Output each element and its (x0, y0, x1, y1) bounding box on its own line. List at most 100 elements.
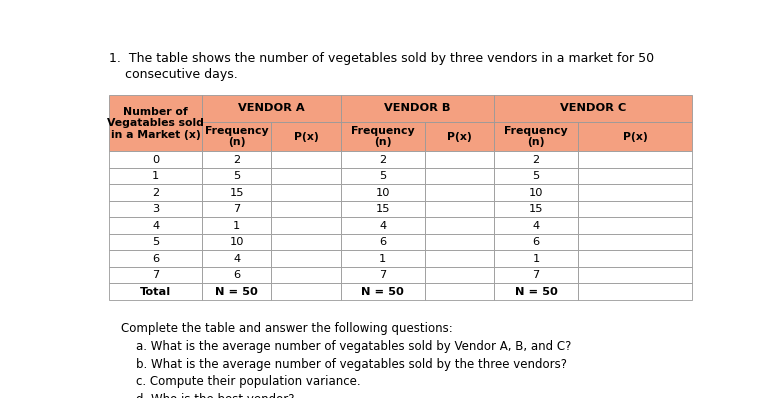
Bar (341, 201, 424, 217)
Bar (578, 201, 692, 217)
Bar (109, 234, 203, 250)
Bar (494, 250, 578, 267)
Bar (424, 234, 494, 250)
Text: consecutive days.: consecutive days. (109, 68, 237, 81)
Bar (424, 201, 494, 217)
Bar (578, 184, 692, 201)
Text: 10: 10 (376, 188, 390, 198)
Bar (578, 122, 692, 151)
Bar (424, 151, 494, 168)
Text: 5: 5 (532, 171, 539, 181)
Bar (494, 184, 578, 201)
Text: Total: Total (140, 287, 171, 297)
Bar (272, 217, 341, 234)
Text: c. Compute their population variance.: c. Compute their population variance. (136, 375, 361, 388)
Text: Frequency
(n): Frequency (n) (351, 126, 414, 147)
Text: VENDOR B: VENDOR B (384, 103, 451, 113)
Bar (424, 168, 494, 184)
Text: N = 50: N = 50 (514, 287, 557, 297)
Bar (494, 95, 692, 122)
Bar (109, 250, 203, 267)
Text: Frequency
(n): Frequency (n) (205, 126, 268, 147)
Bar (272, 122, 341, 151)
Text: 5: 5 (234, 171, 241, 181)
Text: 2: 2 (532, 155, 539, 165)
Bar (494, 151, 578, 168)
Bar (272, 201, 341, 217)
Text: a. What is the average number of vegatables sold by Vendor A, B, and C?: a. What is the average number of vegatab… (136, 340, 571, 353)
Bar (424, 122, 494, 151)
Bar (494, 201, 578, 217)
Text: 4: 4 (532, 221, 539, 231)
Text: 6: 6 (234, 270, 241, 280)
Bar (424, 250, 494, 267)
Text: 10: 10 (230, 237, 244, 247)
Bar (272, 234, 341, 250)
Text: b. What is the average number of vegatables sold by the three vendors?: b. What is the average number of vegatab… (136, 357, 567, 371)
Bar (341, 122, 424, 151)
Bar (203, 122, 272, 151)
Text: 6: 6 (152, 254, 159, 264)
Bar (341, 184, 424, 201)
Bar (578, 250, 692, 267)
Text: Frequency
(n): Frequency (n) (504, 126, 568, 147)
Text: 1: 1 (234, 221, 241, 231)
Bar (494, 234, 578, 250)
Bar (424, 283, 494, 300)
Bar (578, 151, 692, 168)
Text: VENDOR A: VENDOR A (238, 103, 305, 113)
Text: 5: 5 (152, 237, 159, 247)
Bar (341, 217, 424, 234)
Bar (272, 151, 341, 168)
Text: 4: 4 (379, 221, 386, 231)
Text: N = 50: N = 50 (361, 287, 404, 297)
Text: N = 50: N = 50 (216, 287, 258, 297)
Text: 5: 5 (379, 171, 386, 181)
Text: 4: 4 (234, 254, 241, 264)
Bar (272, 168, 341, 184)
Text: 2: 2 (379, 155, 386, 165)
Text: 2: 2 (234, 155, 241, 165)
Text: 1: 1 (532, 254, 539, 264)
Bar (424, 217, 494, 234)
Bar (203, 168, 272, 184)
Text: 1: 1 (379, 254, 386, 264)
Text: 6: 6 (532, 237, 539, 247)
Text: 2: 2 (152, 188, 159, 198)
Bar (424, 184, 494, 201)
Bar (272, 250, 341, 267)
Text: 15: 15 (376, 204, 390, 214)
Bar (578, 217, 692, 234)
Bar (109, 151, 203, 168)
Bar (341, 151, 424, 168)
Bar (341, 283, 424, 300)
Bar (424, 267, 494, 283)
Bar (578, 234, 692, 250)
Bar (578, 168, 692, 184)
Text: 7: 7 (234, 204, 241, 214)
Text: P(x): P(x) (447, 131, 472, 142)
Text: 0: 0 (152, 155, 159, 165)
Bar (109, 95, 203, 151)
Bar (203, 201, 272, 217)
Bar (203, 283, 272, 300)
Bar (578, 283, 692, 300)
Text: 15: 15 (230, 188, 244, 198)
Bar (578, 267, 692, 283)
Bar (203, 267, 272, 283)
Bar (494, 283, 578, 300)
Bar (494, 217, 578, 234)
Bar (494, 122, 578, 151)
Bar (109, 283, 203, 300)
Text: d. Who is the best vendor?: d. Who is the best vendor? (136, 393, 295, 398)
Bar (341, 95, 494, 122)
Bar (341, 250, 424, 267)
Text: 7: 7 (532, 270, 539, 280)
Text: 1: 1 (152, 171, 159, 181)
Text: 15: 15 (528, 204, 543, 214)
Bar (109, 201, 203, 217)
Text: 4: 4 (152, 221, 159, 231)
Text: 1.  The table shows the number of vegetables sold by three vendors in a market f: 1. The table shows the number of vegetab… (109, 53, 654, 65)
Bar (203, 250, 272, 267)
Text: P(x): P(x) (293, 131, 318, 142)
